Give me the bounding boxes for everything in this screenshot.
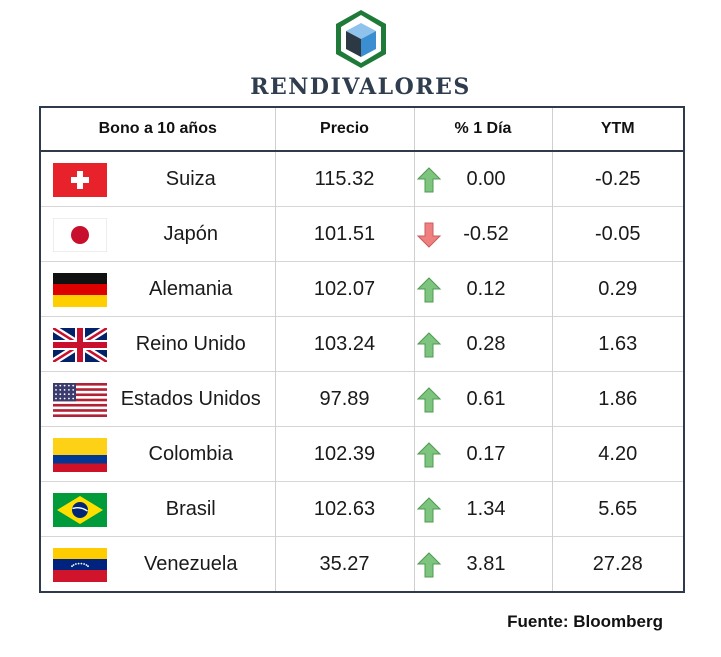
header-ytm: YTM (551, 107, 684, 152)
flag-brazil-icon (53, 493, 107, 527)
country-name: Alemania (149, 277, 233, 300)
change-cell: 1.34 (413, 481, 552, 537)
change-cell: 3.81 (413, 536, 552, 592)
ytm-cell: 4.20 (551, 426, 684, 482)
change-value: 0.61 (466, 387, 506, 410)
brand-name: RENDIVALORES (250, 74, 471, 100)
flag-venezuela-icon (53, 548, 107, 582)
flag-uk-icon (53, 328, 107, 362)
change-value: 0.00 (466, 167, 506, 190)
table-row: Alemania 102.07 0.12 0.29 (40, 261, 684, 317)
country-name: Brasil (165, 497, 216, 520)
header-bond: Bono a 10 años (40, 107, 275, 152)
price-cell: 97.89 (274, 371, 414, 427)
arrow-up-icon (416, 442, 441, 468)
price-cell: 102.07 (274, 261, 414, 317)
change-value: -0.52 (463, 222, 509, 245)
price-cell: 103.24 (274, 316, 414, 372)
country-cell: Brasil (40, 481, 275, 537)
ytm-cell: -0.05 (551, 206, 684, 262)
source-note: Fuente: Bloomberg (507, 612, 663, 631)
country-name: Reino Unido (135, 332, 246, 355)
change-cell: 0.12 (413, 261, 552, 317)
change-cell: 0.00 (413, 151, 552, 207)
arrow-up-icon (416, 167, 441, 193)
price-cell: 102.63 (274, 481, 414, 537)
arrow-up-icon (416, 552, 441, 578)
flag-germany-icon (53, 273, 107, 307)
change-value: 0.17 (466, 442, 506, 465)
country-name: Suiza (165, 167, 216, 190)
bond-table: Bono a 10 años Precio % 1 Día YTM Suiza 1… (39, 106, 685, 593)
country-cell: Japón (40, 206, 275, 262)
table-row: Estados Unidos 97.89 0.61 1.86 (40, 371, 684, 427)
change-cell: 0.17 (413, 426, 552, 482)
country-name: Japón (163, 222, 219, 245)
ytm-cell: 1.86 (551, 371, 684, 427)
country-name: Venezuela (144, 552, 238, 575)
country-cell: Estados Unidos (40, 371, 275, 427)
table-header-row: Bono a 10 años Precio % 1 Día YTM (40, 107, 684, 152)
country-name: Colombia (148, 442, 233, 465)
price-cell: 102.39 (274, 426, 414, 482)
country-cell: Suiza (40, 151, 275, 207)
price-cell: 35.27 (274, 536, 414, 592)
flag-colombia-icon (53, 438, 107, 472)
ytm-cell: 1.63 (551, 316, 684, 372)
country-cell: Venezuela (40, 536, 275, 592)
price-cell: 101.51 (274, 206, 414, 262)
change-value: 0.12 (466, 277, 506, 300)
flag-japan-icon (53, 218, 107, 252)
cube-hexagon-logo-icon (336, 10, 386, 68)
arrow-up-icon (416, 277, 441, 303)
table-row: Colombia 102.39 0.17 4.20 (40, 426, 684, 482)
change-value: 0.28 (466, 332, 506, 355)
ytm-cell: 0.29 (551, 261, 684, 317)
change-value: 1.34 (466, 497, 506, 520)
table-row: Reino Unido 103.24 0.28 1.63 (40, 316, 684, 372)
country-cell: Colombia (40, 426, 275, 482)
country-cell: Alemania (40, 261, 275, 317)
flag-usa-icon (53, 383, 107, 417)
arrow-up-icon (416, 332, 441, 358)
country-cell: Reino Unido (40, 316, 275, 372)
country-name: Estados Unidos (120, 387, 261, 410)
change-value: 3.81 (466, 552, 506, 575)
table-row: Venezuela 35.27 3.81 27.28 (40, 536, 684, 592)
arrow-down-icon (416, 222, 441, 248)
arrow-up-icon (416, 387, 441, 413)
flag-switzerland-icon (53, 163, 107, 197)
header-price: Precio (274, 107, 414, 152)
change-cell: 0.28 (413, 316, 552, 372)
change-cell: -0.52 (413, 206, 552, 262)
header-change: % 1 Día (413, 107, 552, 152)
table-row: Suiza 115.32 0.00 -0.25 (40, 151, 684, 207)
table-row: Japón 101.51 -0.52 -0.05 (40, 206, 684, 262)
table-row: Brasil 102.63 1.34 5.65 (40, 481, 684, 537)
change-cell: 0.61 (413, 371, 552, 427)
arrow-up-icon (416, 497, 441, 523)
price-cell: 115.32 (274, 151, 414, 207)
ytm-cell: 27.28 (551, 536, 684, 592)
brand-logo: RENDIVALORES (0, 6, 721, 100)
ytm-cell: 5.65 (551, 481, 684, 537)
ytm-cell: -0.25 (551, 151, 684, 207)
